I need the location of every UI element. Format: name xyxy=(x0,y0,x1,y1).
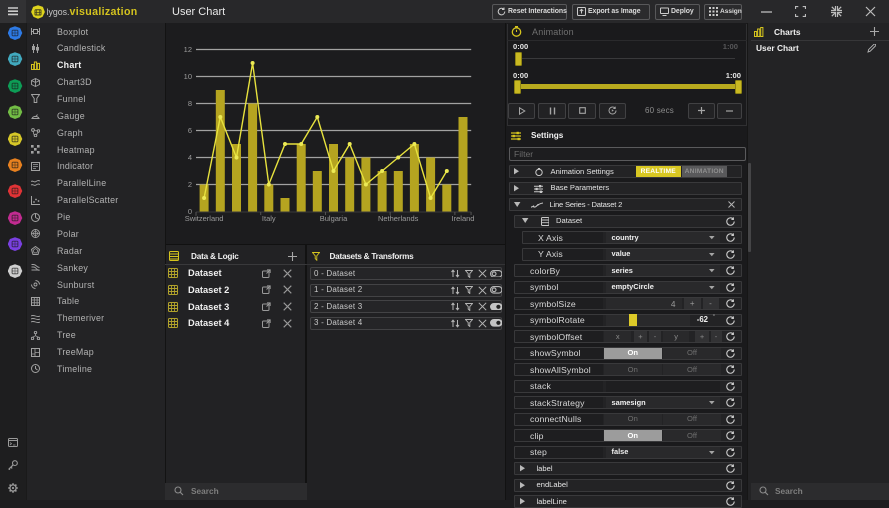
svg-text:Netherlands: Netherlands xyxy=(378,214,419,223)
svg-text:Bulgaria: Bulgaria xyxy=(320,214,348,223)
svg-text:4: 4 xyxy=(188,153,192,162)
svg-text:10: 10 xyxy=(184,72,192,81)
svg-text:0: 0 xyxy=(188,207,192,216)
svg-text:Switzerland: Switzerland xyxy=(185,214,224,223)
svg-text:Ireland: Ireland xyxy=(452,214,475,223)
svg-text:6: 6 xyxy=(188,126,192,135)
svg-text:12: 12 xyxy=(184,45,192,54)
svg-text:8: 8 xyxy=(188,99,192,108)
svg-text:Italy: Italy xyxy=(262,214,276,223)
svg-text:2: 2 xyxy=(188,180,192,189)
